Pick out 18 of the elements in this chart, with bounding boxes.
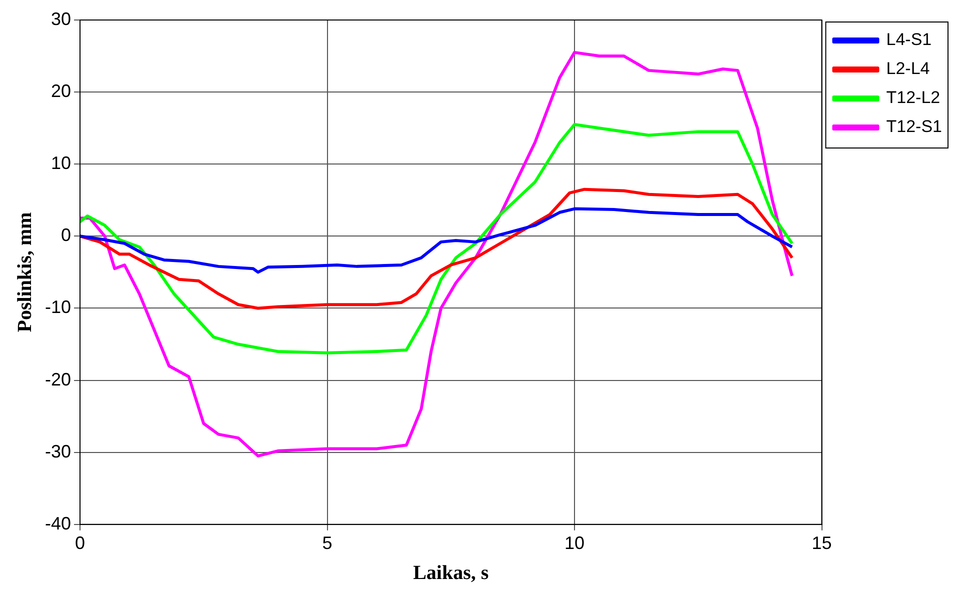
- y-tick-label: -40: [45, 513, 72, 534]
- x-tick-label: 0: [75, 533, 86, 554]
- y-tick-label: 0: [61, 225, 72, 246]
- x-tick-label: 15: [812, 533, 832, 554]
- legend-label: T12-S1: [886, 117, 942, 136]
- x-axis-title: Laikas, s: [413, 562, 489, 584]
- y-tick-label: 20: [50, 81, 72, 102]
- y-tick-label: -30: [45, 441, 72, 462]
- y-tick-label: -10: [45, 297, 72, 318]
- legend-label: L2-L4: [886, 59, 930, 78]
- y-axis-title: Poslinkis, mm: [14, 212, 36, 332]
- y-tick-label: 10: [50, 153, 72, 174]
- x-tick-label: 5: [322, 533, 332, 554]
- y-tick-label: 30: [50, 8, 72, 29]
- legend-label: L4-S1: [886, 30, 932, 50]
- legend-label: T12-L2: [886, 88, 940, 108]
- y-tick-label: -20: [45, 369, 72, 390]
- x-tick-label: 10: [564, 533, 585, 554]
